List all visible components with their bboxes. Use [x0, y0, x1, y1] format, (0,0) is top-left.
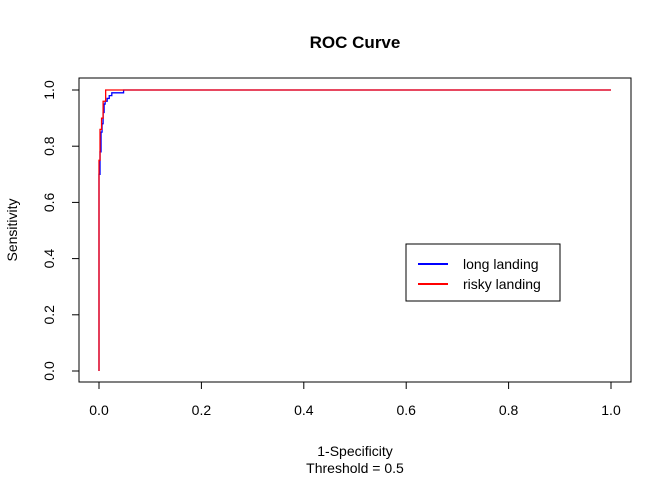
- x-axis: 0.0 0.2 0.4 0.6 0.8 1.0: [89, 381, 621, 418]
- x-tick-label: 1.0: [601, 402, 621, 418]
- y-tick-label: 0.2: [41, 305, 57, 325]
- series-line-long-landing: [98, 89, 611, 371]
- legend: long landing risky landing: [405, 243, 561, 302]
- chart-title: ROC Curve: [310, 33, 401, 52]
- x-tick-label: 0.4: [294, 402, 314, 418]
- y-axis: 0.0 0.2 0.4 0.6 0.8 1.0: [41, 80, 80, 381]
- series-layer: [98, 89, 611, 371]
- y-tick-label: 0.4: [41, 249, 57, 269]
- x-tick-label: 0.2: [192, 402, 212, 418]
- y-tick-label: 1.0: [41, 80, 57, 100]
- legend-label-long-landing: long landing: [463, 256, 539, 272]
- y-tick-label: 0.6: [41, 192, 57, 212]
- legend-box: [405, 243, 561, 302]
- y-axis-label: Sensitivity: [4, 198, 20, 261]
- legend-label-risky-landing: risky landing: [463, 276, 541, 292]
- x-tick-label: 0.6: [396, 402, 416, 418]
- y-tick-label: 0.0: [41, 361, 57, 381]
- y-tick-label: 0.8: [41, 136, 57, 156]
- series-line-risky-landing: [98, 89, 611, 371]
- x-axis-label: 1-Specificity: [317, 443, 392, 459]
- x-axis-sublabel: Threshold = 0.5: [306, 460, 404, 476]
- x-tick-label: 0.0: [89, 402, 109, 418]
- x-tick-label: 0.8: [499, 402, 519, 418]
